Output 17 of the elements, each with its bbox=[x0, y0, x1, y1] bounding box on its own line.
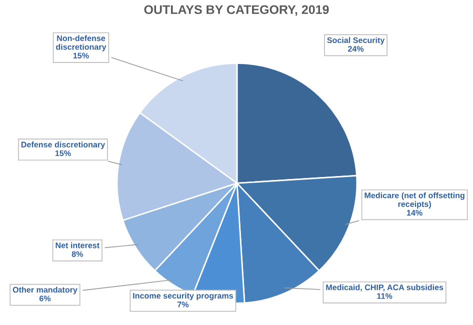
data-label: 6% bbox=[39, 296, 51, 302]
data-label: 24% bbox=[348, 46, 364, 52]
slice-label: Medicare (net of offsetting receipts) bbox=[364, 192, 464, 209]
data-label: 7% bbox=[178, 302, 189, 308]
slice-label: Other mandatory bbox=[12, 286, 78, 294]
slice-label: Income security programs bbox=[133, 292, 234, 300]
slice-label: Net interest bbox=[56, 242, 100, 248]
slice-label: Non-defense discretionary bbox=[56, 35, 106, 52]
data-label: 14% bbox=[407, 210, 422, 216]
data-label: 15% bbox=[73, 52, 89, 58]
slice-label: Social Security bbox=[327, 37, 385, 45]
data-label: 15% bbox=[55, 150, 71, 156]
slice-label: Defense discretionary bbox=[21, 142, 106, 150]
slice-label: Medicaid, CHIP, ACA subsidies bbox=[326, 284, 444, 292]
data-label: 8% bbox=[72, 251, 84, 257]
chart-title: OUTLAYS BY CATEGORY, 2019 bbox=[144, 5, 329, 16]
data-label: 11% bbox=[377, 293, 392, 299]
